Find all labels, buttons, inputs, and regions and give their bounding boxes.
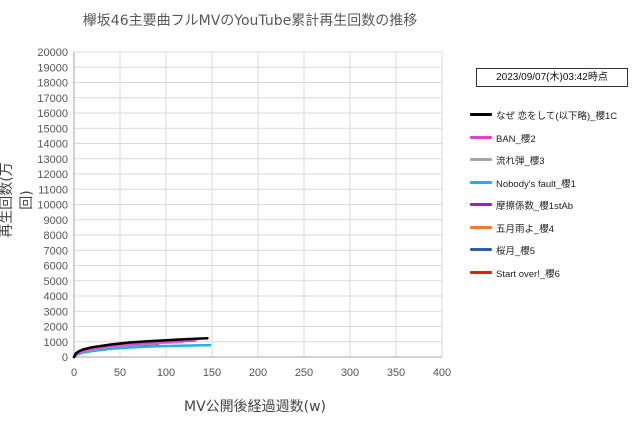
- y-tick-label: 20000: [37, 47, 68, 59]
- legend-label: 五月雨よ_櫻4: [496, 223, 555, 235]
- y-tick-label: 2000: [44, 322, 68, 334]
- legend-label: Nobody's fault_櫻1: [496, 178, 576, 190]
- x-axis-label: MV公開後経過週数(w): [183, 399, 327, 415]
- y-tick-label: 18000: [37, 78, 68, 90]
- y-tick-label: 7000: [44, 245, 68, 257]
- legend-swatch: [470, 203, 492, 206]
- legend-label: 桜月_櫻5: [496, 246, 536, 257]
- y-tick-label: 9000: [44, 215, 68, 227]
- y-tick-label: 0: [62, 352, 68, 364]
- x-tick-label: 250: [295, 367, 313, 379]
- y-tick-label: 14000: [37, 139, 68, 151]
- x-tick-label: 200: [249, 367, 267, 379]
- x-tick-label: 150: [203, 367, 221, 379]
- legend-label: 摩擦係数_櫻1stAb: [496, 201, 574, 212]
- legend-swatch: [470, 225, 492, 229]
- y-tick-label: 4000: [44, 291, 68, 303]
- legend-label: 流れ弾_櫻3: [496, 156, 545, 167]
- x-tick-label: 300: [341, 367, 359, 379]
- y-tick-label: 8000: [44, 230, 68, 242]
- y-tick-label: 5000: [44, 276, 68, 288]
- timestamp-box: 2023/09/07(木)03:42時点: [476, 68, 628, 87]
- y-tick-label: 16000: [37, 108, 68, 120]
- legend-item: BAN_櫻2: [470, 128, 638, 148]
- x-tick-label: 400: [433, 367, 451, 379]
- y-tick-label: 1000: [44, 337, 68, 349]
- legend-item: Start over!_櫻6: [470, 263, 638, 283]
- chart-title: 欅坂46主要曲フルMVのYouTube累計再生回数の推移: [82, 13, 418, 29]
- y-tick-label: 3000: [44, 306, 68, 318]
- legend-item: 五月雨よ_櫻4: [470, 218, 638, 238]
- y-tick-label: 13000: [37, 154, 68, 166]
- legend-swatch: [470, 180, 492, 184]
- legend-swatch: [470, 158, 492, 161]
- y-tick-label: 17000: [37, 93, 68, 105]
- y-tick-label: 15000: [37, 123, 68, 135]
- legend: なぜ 恋をして(以下略)_櫻1C BAN_櫻2 流れ弾_櫻3 Nobody's fau…: [470, 105, 638, 285]
- y-tick-label: 12000: [37, 169, 68, 181]
- y-tick-label: 6000: [44, 261, 68, 273]
- legend-swatch: [470, 270, 492, 274]
- y-tick-label: 10000: [37, 200, 68, 212]
- legend-label: なぜ 恋をして(以下略)_櫻1C: [496, 111, 618, 122]
- legend-item: 摩擦係数_櫻1stAb: [470, 195, 638, 215]
- legend-swatch: [470, 135, 492, 139]
- legend-item: Nobody's fault_櫻1: [470, 173, 638, 193]
- y-tick-label: 19000: [37, 62, 68, 74]
- x-tick-label: 350: [387, 367, 405, 379]
- x-tick-label: 100: [157, 367, 175, 379]
- y-axis-label: 再生回数(万回): [0, 162, 35, 238]
- legend-swatch: [470, 113, 492, 116]
- x-tick-label: 0: [71, 367, 77, 379]
- legend-item: 桜月_櫻5: [470, 240, 638, 260]
- legend-label: BAN_櫻2: [496, 133, 536, 145]
- x-tick-label: 50: [114, 367, 126, 379]
- series-line: [72, 336, 209, 359]
- legend-swatch: [470, 248, 492, 251]
- legend-item: 流れ弾_櫻3: [470, 150, 638, 170]
- legend-label: Start over!_櫻6: [496, 268, 560, 280]
- legend-item: なぜ 恋をして(以下略)_櫻1C: [470, 105, 638, 125]
- y-tick-label: 11000: [38, 184, 68, 196]
